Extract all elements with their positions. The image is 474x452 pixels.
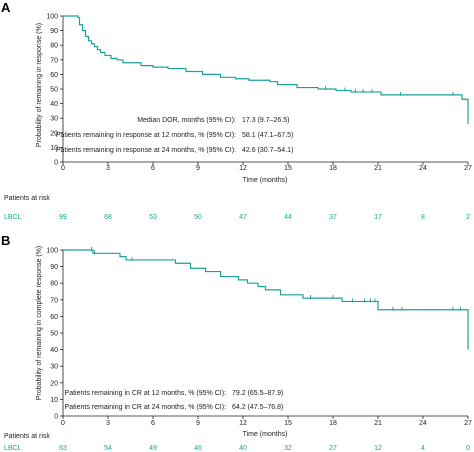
panel-a-x-axis-label: Time (months) [243, 177, 288, 184]
panel-b-stats: Patients remaining in CR at 12 months, %… [65, 390, 284, 411]
panel-b-risk-values: 63 54 49 46 40 32 27 12 4 0 [59, 445, 470, 452]
panel-b-y-tick-label: 80 [50, 281, 58, 288]
panel-a-y-tick-label: 70 [50, 57, 58, 64]
panel-b-risk-value: 49 [149, 445, 157, 452]
panel-a: A Probability of remaining in response (… [1, 0, 472, 221]
panel-b-y-tick-label: 40 [50, 347, 58, 354]
panel-a-risk-row-label: LBCL [4, 214, 22, 221]
panel-b-risk-value: 0 [466, 445, 470, 452]
panel-b-y-tick-label: 10 [50, 397, 58, 404]
panel-b-x-tick-label: 12 [239, 420, 247, 427]
panel-a-y-axis-label: Probability of remaining in response (%) [36, 23, 43, 147]
panel-b-stat-label-2: Patients remaining in CR at 24 months, %… [65, 404, 227, 411]
panel-a-x-tick-label: 12 [239, 165, 247, 172]
panel-b-y-tick-label: 60 [50, 314, 58, 321]
panel-b-risk-value: 40 [239, 445, 247, 452]
panel-a-risk-value: 68 [104, 214, 112, 221]
panel-a-y-tick-label: 40 [50, 101, 58, 108]
panel-a-x-tick-label: 24 [419, 165, 427, 172]
panel-a-stat-value-3: 42.6 (30.7–54.1) [242, 147, 293, 154]
panel-a-y-tick-label: 20 [50, 130, 58, 137]
panel-b-risk-value: 32 [284, 445, 292, 452]
panel-a-x-tick-label: 21 [374, 165, 382, 172]
panel-a-risk-value: 37 [329, 214, 337, 221]
panel-a-risk-value: 2 [466, 214, 470, 221]
panel-b-risk-value: 12 [374, 445, 382, 452]
panel-a-y-tick-label: 80 [50, 43, 58, 50]
panel-a-x-tick-label: 3 [106, 165, 110, 172]
panel-b-x-tick-label: 21 [374, 420, 382, 427]
panel-b-x-tick-label: 18 [329, 420, 337, 427]
panel-a-x-tick-label: 9 [196, 165, 200, 172]
panel-a-risk-value: 99 [59, 214, 67, 221]
panel-b-x-ticks: 0 3 6 9 12 15 18 21 24 27 [61, 416, 472, 427]
panel-a-risk-title: Patients at risk [4, 195, 50, 202]
panel-b-stat-label-1: Patients remaining in CR at 12 months, %… [65, 390, 227, 397]
panel-b-risk-row-label: LBCL [4, 445, 22, 452]
panel-a-stat-label-2: Patients remaining in response at 12 mon… [56, 132, 236, 139]
panel-b-y-tick-label: 0 [54, 414, 58, 421]
panel-b-x-tick-label: 3 [106, 420, 110, 427]
panel-a-risk-value: 44 [284, 214, 292, 221]
panel-b-km-curve [63, 249, 469, 350]
panel-a-stat-label-3: Patients remaining in response at 24 mon… [56, 147, 236, 154]
panel-a-y-ticks: 0 10 20 30 40 50 60 70 80 90 100 [46, 14, 63, 167]
panel-b-censor-marks [91, 247, 461, 311]
panel-a-x-tick-label: 0 [61, 165, 65, 172]
panel-b-y-axis-label: Probability of remaining in complete res… [36, 246, 43, 400]
panel-b-y-tick-label: 50 [50, 331, 58, 338]
panel-b-x-tick-label: 24 [419, 420, 427, 427]
panel-a-x-ticks: 0 3 6 9 12 15 18 21 24 27 [61, 162, 472, 172]
panel-a-y-tick-label: 0 [54, 160, 58, 167]
panel-b-y-tick-label: 30 [50, 364, 58, 371]
panel-a-x-tick-label: 18 [329, 165, 337, 172]
panel-b-risk-value: 27 [329, 445, 337, 452]
panel-b-y-tick-label: 100 [46, 248, 58, 255]
panel-b-y-tick-label: 70 [50, 297, 58, 304]
panel-a-stat-value-1: 17.3 (9.7–26.5) [242, 117, 289, 124]
panel-b-y-ticks: 0 10 20 30 40 50 60 70 80 90 100 [46, 248, 63, 421]
panel-b-risk-value: 46 [194, 445, 202, 452]
panel-b-x-tick-label: 6 [151, 420, 155, 427]
panel-b-stat-value-2: 64.2 (47.5–76.8) [232, 404, 283, 411]
panel-b-x-tick-label: 15 [284, 420, 292, 427]
panel-b-y-tick-label: 20 [50, 380, 58, 387]
panel-b: B Probability of remaining in complete r… [1, 233, 472, 452]
panel-a-x-tick-label: 6 [151, 165, 155, 172]
panel-a-x-tick-label: 27 [464, 165, 472, 172]
panel-a-risk-value: 50 [194, 214, 202, 221]
panel-b-x-tick-label: 9 [196, 420, 200, 427]
panel-b-risk-value: 63 [59, 445, 67, 452]
panel-a-y-tick-label: 10 [50, 145, 58, 152]
panel-b-risk-value: 54 [104, 445, 112, 452]
panel-a-y-tick-label: 30 [50, 116, 58, 123]
panel-a-censor-marks [325, 86, 454, 96]
panel-a-y-tick-label: 60 [50, 72, 58, 79]
panel-a-risk-values: 99 68 53 50 47 44 37 17 8 2 [59, 214, 470, 221]
panel-a-x-tick-label: 15 [284, 165, 292, 172]
panel-b-x-tick-label: 27 [464, 420, 472, 427]
panel-a-stat-value-2: 58.1 (47.1–67.5) [242, 132, 293, 139]
panel-b-y-tick-label: 90 [50, 264, 58, 271]
panel-a-stats: Median DOR, months (95% CI): 17.3 (9.7–2… [56, 117, 294, 154]
panel-a-risk-value: 53 [149, 214, 157, 221]
panel-b-risk-value: 4 [421, 445, 425, 452]
panel-a-risk-value: 8 [421, 214, 425, 221]
panel-a-y-tick-label: 50 [50, 87, 58, 94]
panel-b-stat-value-1: 79.2 (65.5–87.9) [232, 390, 283, 397]
panel-b-x-tick-label: 0 [61, 420, 65, 427]
panel-b-x-axis-label: Time (months) [243, 431, 288, 438]
panel-a-label: A [1, 0, 11, 15]
panel-b-risk-title: Patients at risk [4, 433, 50, 440]
panel-a-y-tick-label: 90 [50, 28, 58, 35]
panel-b-label: B [1, 233, 10, 248]
panel-a-risk-value: 17 [374, 214, 382, 221]
panel-a-risk-value: 47 [239, 214, 247, 221]
panel-a-km-curve [63, 15, 469, 125]
panel-a-stat-label-1: Median DOR, months (95% CI): [137, 117, 236, 124]
panel-a-y-tick-label: 100 [46, 14, 58, 21]
